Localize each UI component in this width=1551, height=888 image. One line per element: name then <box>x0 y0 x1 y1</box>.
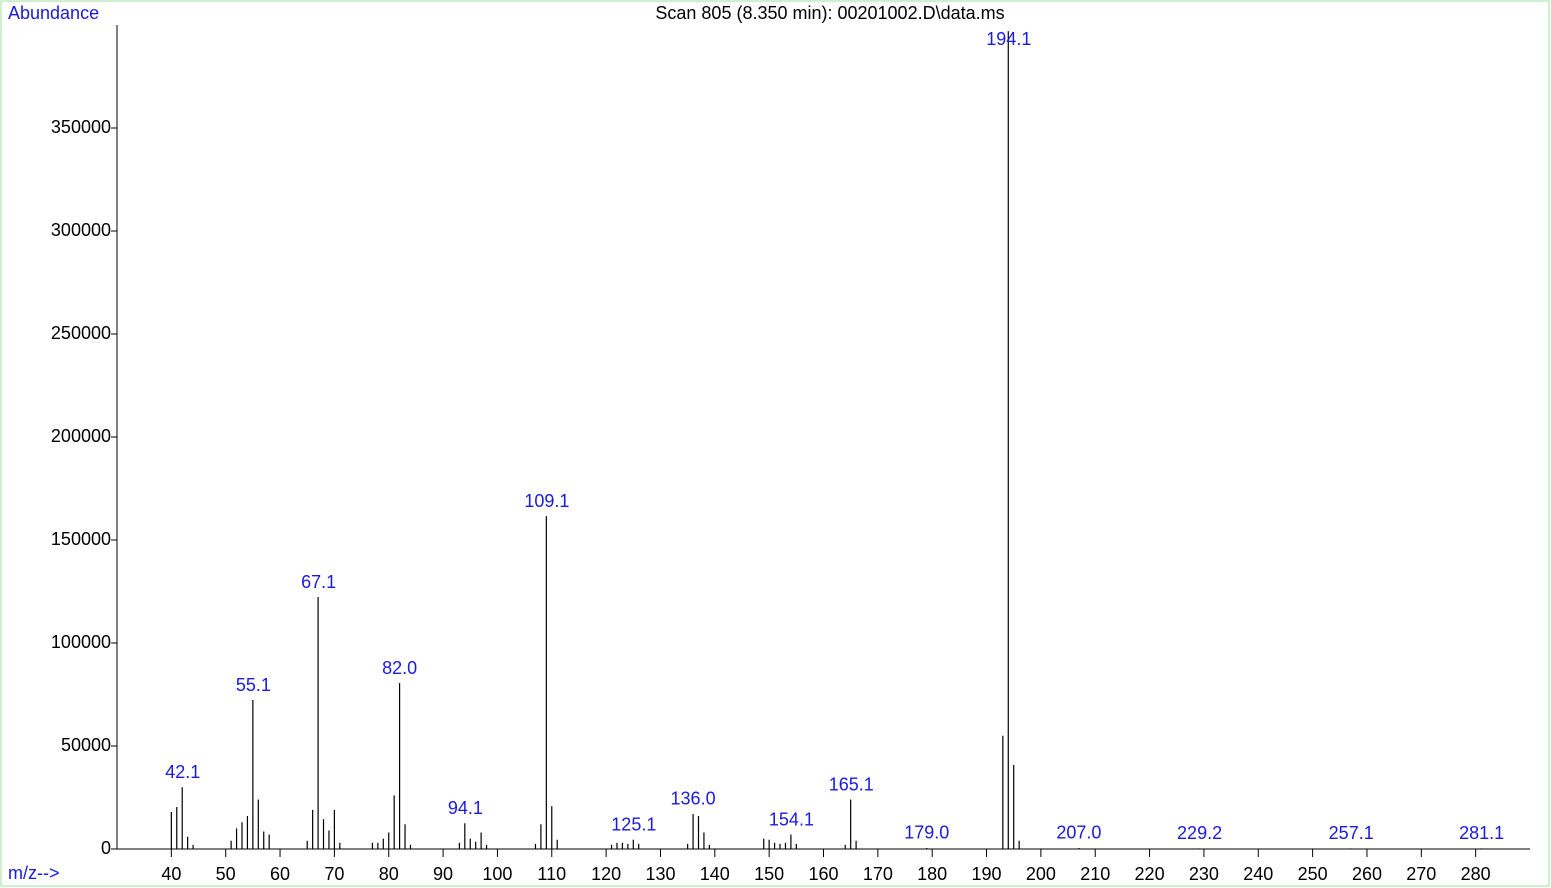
peak-label: 42.1 <box>165 762 200 782</box>
x-tick-label: 90 <box>433 864 453 884</box>
y-tick-label: 300000 <box>51 220 111 240</box>
x-tick-label: 150 <box>754 864 784 884</box>
y-tick-label: 150000 <box>51 529 111 549</box>
x-tick-label: 190 <box>972 864 1002 884</box>
peak-label: 55.1 <box>236 675 271 695</box>
peak-label: 165.1 <box>829 774 874 794</box>
peak-label: 109.1 <box>524 491 569 511</box>
y-axis-label: Abundance <box>8 3 99 23</box>
y-tick-label: 100000 <box>51 632 111 652</box>
peak-label: 67.1 <box>301 572 336 592</box>
x-tick-label: 250 <box>1298 864 1328 884</box>
x-tick-label: 270 <box>1406 864 1436 884</box>
peak-label: 94.1 <box>448 798 483 818</box>
x-axis-label: m/z--> <box>8 863 60 883</box>
peak-label: 179.0 <box>904 823 949 843</box>
x-tick-label: 60 <box>270 864 290 884</box>
x-tick-label: 130 <box>645 864 675 884</box>
peak-label: 82.0 <box>382 658 417 678</box>
y-tick-label: 350000 <box>51 117 111 137</box>
peak-label: 257.1 <box>1329 823 1374 843</box>
x-tick-label: 50 <box>216 864 236 884</box>
chart-title: Scan 805 (8.350 min): 00201002.D\data.ms <box>655 3 1004 23</box>
y-tick-label: 50000 <box>61 735 111 755</box>
x-tick-label: 240 <box>1243 864 1273 884</box>
peak-label: 194.1 <box>986 29 1031 49</box>
y-tick-label: 250000 <box>51 323 111 343</box>
peak-label: 229.2 <box>1177 823 1222 843</box>
x-tick-label: 220 <box>1135 864 1165 884</box>
peak-label: 125.1 <box>611 814 656 834</box>
x-tick-label: 210 <box>1080 864 1110 884</box>
x-tick-label: 120 <box>591 864 621 884</box>
peak-label: 281.1 <box>1459 823 1504 843</box>
x-tick-label: 100 <box>482 864 512 884</box>
x-tick-label: 180 <box>917 864 947 884</box>
y-tick-label: 0 <box>101 838 111 858</box>
peak-label: 136.0 <box>671 789 716 809</box>
y-tick-label: 200000 <box>51 426 111 446</box>
x-tick-label: 280 <box>1461 864 1491 884</box>
x-tick-label: 260 <box>1352 864 1382 884</box>
x-tick-label: 230 <box>1189 864 1219 884</box>
x-tick-label: 200 <box>1026 864 1056 884</box>
x-tick-label: 110 <box>537 864 566 884</box>
peak-label: 207.0 <box>1056 823 1101 843</box>
x-tick-label: 160 <box>808 864 838 884</box>
x-tick-label: 140 <box>700 864 730 884</box>
x-tick-label: 170 <box>863 864 893 884</box>
x-tick-label: 80 <box>379 864 399 884</box>
x-tick-label: 40 <box>161 864 181 884</box>
peak-label: 154.1 <box>769 809 814 829</box>
x-tick-label: 70 <box>324 864 344 884</box>
